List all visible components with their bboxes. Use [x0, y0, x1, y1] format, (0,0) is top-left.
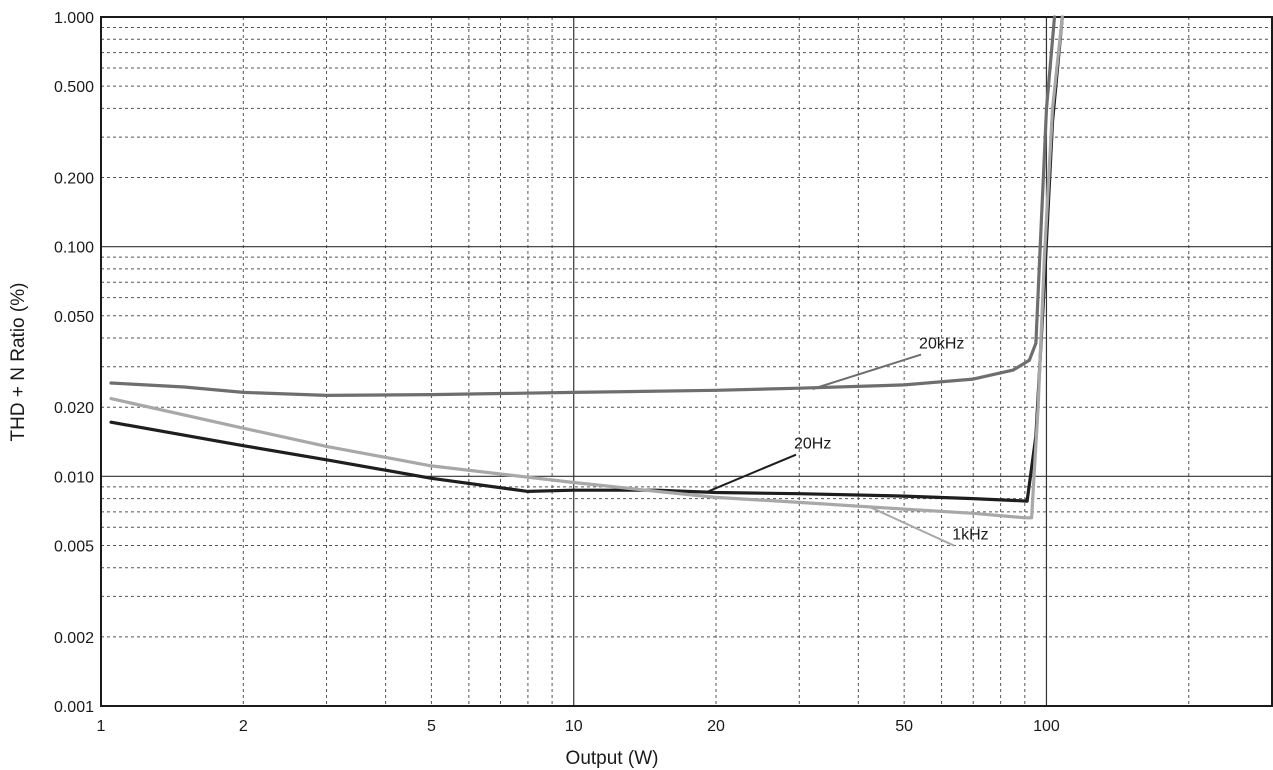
x-tick-label: 100	[1033, 718, 1060, 735]
y-tick-labels: 0.001 0.002 0.005 0.010 0.020 0.050 0.100 0.200…	[54, 10, 94, 716]
y-tick-label: 0.500	[54, 79, 94, 96]
annotation-label-1khz: 1kHz	[952, 527, 988, 544]
series-annotations: 20kHz 20Hz 1kHz	[705, 336, 989, 547]
x-tick-labels: 1 2 5 10 20 50 100	[97, 718, 1060, 735]
annotation-leader-20hz	[705, 453, 797, 494]
x-tick-label: 1	[97, 718, 106, 735]
x-tick-label: 2	[239, 718, 248, 735]
minor-gridlines	[101, 17, 1272, 706]
x-tick-label: 10	[565, 718, 583, 735]
series-line-20hz	[109, 15, 1064, 503]
y-tick-label: 0.100	[54, 240, 94, 257]
x-tick-label: 5	[427, 718, 436, 735]
y-tick-label: 0.010	[54, 469, 94, 486]
annotation-leader-20khz	[812, 353, 922, 390]
series-lines	[109, 15, 1064, 520]
major-gridlines	[101, 17, 1272, 706]
y-tick-label: 0.200	[54, 171, 94, 188]
y-tick-label: 0.020	[54, 400, 94, 417]
annotation-label-20khz: 20kHz	[919, 336, 964, 353]
series-line-20khz	[109, 15, 1057, 397]
y-tick-label: 0.002	[54, 630, 94, 647]
y-tick-label: 0.005	[54, 538, 94, 555]
x-tick-label: 50	[895, 718, 913, 735]
series-line-1khz	[109, 15, 1064, 520]
x-axis-title: Output (W)	[566, 748, 659, 769]
plot-frame	[100, 16, 1273, 707]
annotation-leader-1khz	[867, 505, 955, 547]
x-tick-label: 20	[707, 718, 725, 735]
y-tick-label: 0.050	[54, 309, 94, 326]
annotation-label-20hz: 20Hz	[794, 436, 831, 453]
y-tick-label: 1.000	[54, 10, 94, 27]
y-axis-title: THD + N Ratio (%)	[8, 283, 29, 442]
y-tick-label: 0.001	[54, 699, 94, 716]
